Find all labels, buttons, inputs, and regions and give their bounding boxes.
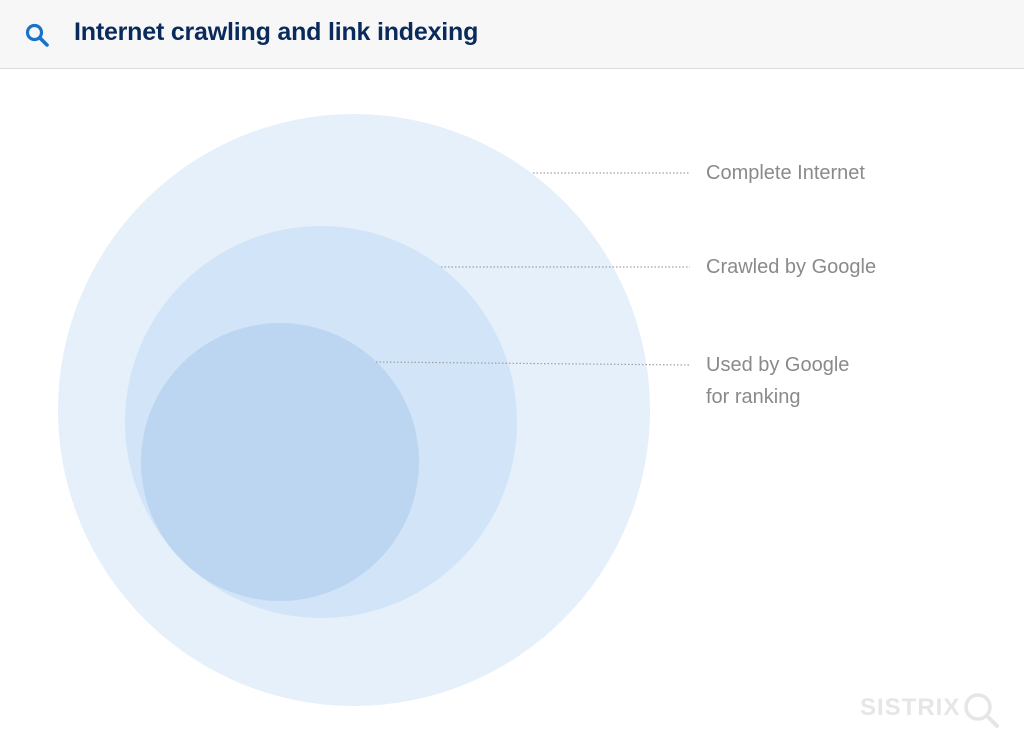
label-complete-internet-line-1: Complete Internet [706, 162, 865, 184]
magnifier-icon [964, 693, 999, 728]
header-bar: Internet crawling and link indexing [0, 0, 1024, 69]
search-icon [25, 23, 49, 47]
label-complete-internet: Complete Internet [706, 157, 865, 189]
label-used-for-ranking-line-2: for ranking [706, 386, 801, 408]
label-crawled-by-google-line-1: Crawled by Google [706, 256, 877, 278]
circle-used-for-ranking [141, 323, 419, 601]
label-used-for-ranking: Used by Google for ranking [706, 349, 849, 413]
label-used-for-ranking-line-1: Used by Google [706, 354, 850, 376]
page-title: Internet crawling and link indexing [74, 18, 479, 46]
watermark-text: SISTRIX [860, 694, 961, 721]
label-crawled-by-google: Crawled by Google [706, 251, 876, 283]
